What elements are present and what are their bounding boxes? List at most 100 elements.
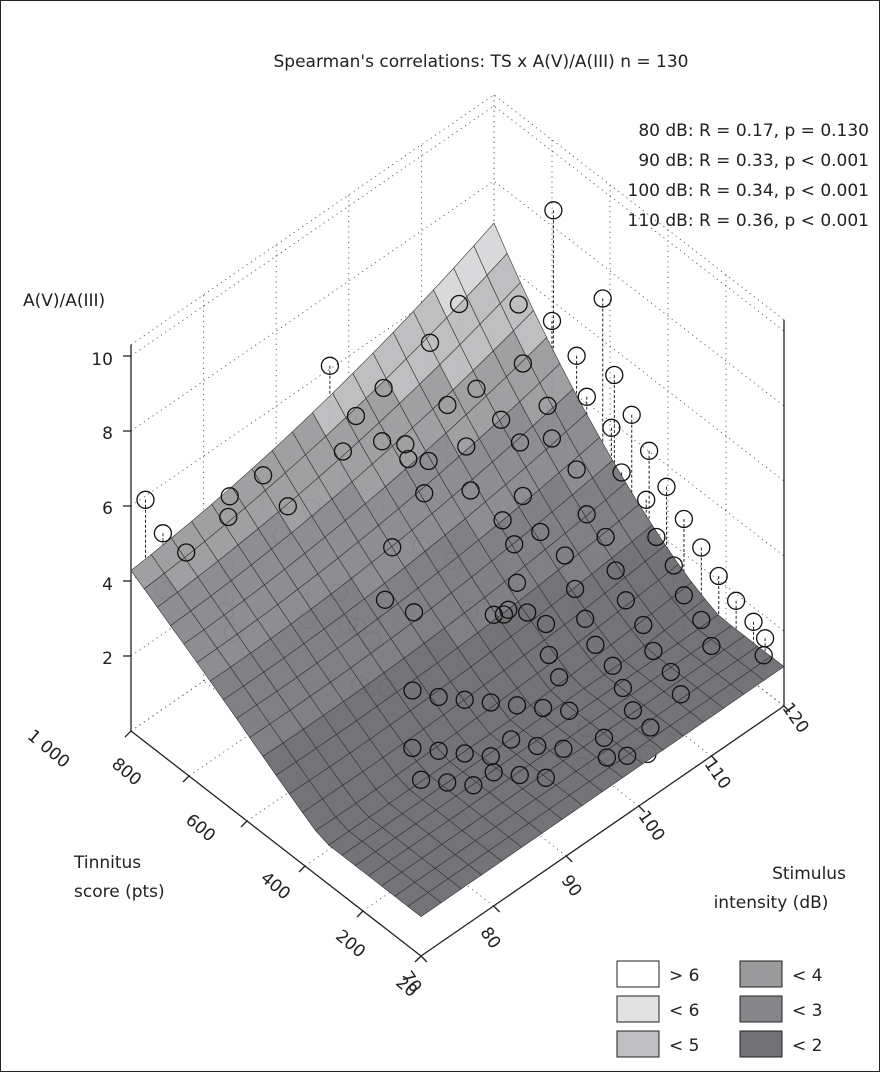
y-tick-mark bbox=[710, 755, 718, 763]
legend-swatch-lt2 bbox=[739, 1030, 783, 1058]
data-point bbox=[461, 481, 480, 500]
data-point bbox=[603, 656, 622, 675]
data-point bbox=[153, 524, 173, 543]
data-point bbox=[429, 687, 448, 707]
data-point bbox=[539, 645, 559, 665]
data-point bbox=[536, 614, 556, 634]
legend-label-lt3: < 3 bbox=[792, 1001, 822, 1021]
data-point bbox=[403, 738, 422, 758]
data-point bbox=[501, 730, 521, 749]
x-axis-line bbox=[130, 730, 422, 957]
data-point bbox=[528, 736, 547, 756]
data-point bbox=[399, 449, 418, 469]
stat-line-100: 100 dB: R = 0.34, p < 0.001 bbox=[628, 181, 869, 201]
data-point bbox=[692, 610, 711, 630]
data-point bbox=[518, 603, 537, 622]
data-point bbox=[754, 646, 773, 665]
data-point bbox=[420, 333, 440, 352]
data-point bbox=[346, 406, 366, 426]
y-tick-90: 90 bbox=[557, 872, 586, 901]
legend-label-gt6: > 6 bbox=[669, 966, 699, 986]
data-point bbox=[613, 678, 633, 698]
data-point bbox=[692, 538, 711, 557]
data-point bbox=[538, 396, 557, 415]
data-point bbox=[429, 741, 448, 760]
data-point bbox=[494, 605, 514, 624]
data-point bbox=[533, 698, 553, 718]
x-tick-800: 800 bbox=[107, 754, 145, 790]
legend-swatch-lt3 bbox=[739, 995, 783, 1023]
chart-title: Spearman's correlations: TS x A(V)/A(III… bbox=[274, 52, 689, 72]
data-point bbox=[491, 410, 511, 429]
data-point bbox=[219, 507, 238, 527]
data-point bbox=[644, 641, 663, 661]
data-point bbox=[320, 356, 340, 375]
stat-line-90: 90 dB: R = 0.33, p < 0.001 bbox=[638, 151, 869, 171]
data-points-front bbox=[136, 201, 775, 795]
legend: > 6 < 4 < 6 < 3 < 5 < 2 bbox=[616, 960, 822, 1058]
x-tick-mark bbox=[356, 910, 364, 918]
data-point bbox=[481, 693, 500, 712]
data-point bbox=[457, 437, 476, 456]
y-tick-mark bbox=[565, 855, 573, 863]
data-point bbox=[726, 591, 746, 610]
data-point bbox=[449, 294, 469, 314]
data-point bbox=[220, 487, 239, 506]
legend-swatch-lt4 bbox=[739, 960, 783, 988]
floor-grid-line bbox=[130, 480, 495, 732]
data-point bbox=[596, 527, 615, 547]
data-point bbox=[637, 490, 656, 509]
z-axis-ticks: 2 4 6 8 10 bbox=[91, 350, 113, 669]
data-point bbox=[593, 289, 612, 308]
x-tick-mark bbox=[240, 820, 248, 828]
data-point bbox=[657, 477, 676, 496]
x-tick-1000: 1 000 bbox=[23, 726, 73, 773]
z-tick-2: 2 bbox=[102, 649, 113, 669]
data-point bbox=[438, 773, 457, 792]
data-point bbox=[383, 538, 402, 557]
data-point bbox=[333, 442, 353, 461]
data-point bbox=[602, 418, 621, 437]
data-point bbox=[438, 395, 457, 415]
data-point bbox=[634, 615, 653, 635]
data-point bbox=[481, 747, 500, 766]
data-point bbox=[544, 201, 563, 220]
stat-line-80: 80 dB: R = 0.17, p = 0.130 bbox=[638, 121, 869, 141]
data-point bbox=[455, 690, 474, 709]
y-axis-line bbox=[420, 705, 785, 957]
data-point bbox=[612, 463, 631, 482]
x-tick-mark bbox=[298, 865, 306, 873]
data-point bbox=[622, 405, 641, 424]
data-point bbox=[484, 605, 503, 624]
data-point bbox=[536, 768, 556, 787]
axes bbox=[123, 319, 791, 963]
data-point bbox=[565, 579, 585, 599]
data-point bbox=[136, 490, 155, 509]
legend-label-lt2: < 2 bbox=[792, 1036, 822, 1056]
y-axis-label-line2: intensity (dB) bbox=[714, 893, 829, 913]
legend-label-lt5: < 5 bbox=[669, 1036, 699, 1056]
data-point bbox=[641, 718, 660, 737]
data-point bbox=[542, 311, 562, 331]
y-tick-mark bbox=[638, 805, 646, 813]
data-point bbox=[576, 609, 595, 628]
data-point bbox=[278, 497, 297, 516]
data-point bbox=[744, 612, 763, 631]
x-tick-200: 200 bbox=[331, 926, 369, 962]
x-tick-mark bbox=[182, 775, 190, 783]
stat-line-110: 110 dB: R = 0.36, p < 0.001 bbox=[628, 211, 869, 231]
data-point bbox=[513, 486, 533, 506]
data-point bbox=[411, 770, 431, 789]
data-point bbox=[542, 429, 562, 448]
y-tick-100: 100 bbox=[634, 807, 669, 845]
y-tick-mark bbox=[493, 905, 501, 913]
data-point bbox=[567, 346, 586, 365]
data-point bbox=[606, 561, 625, 580]
y-tick-mark bbox=[783, 705, 791, 713]
z-tick-4: 4 bbox=[102, 575, 113, 595]
legend-swatch-gt6 bbox=[616, 960, 660, 988]
data-point bbox=[464, 776, 483, 795]
data-point bbox=[674, 509, 694, 529]
data-point bbox=[616, 591, 636, 610]
data-point bbox=[419, 451, 438, 471]
